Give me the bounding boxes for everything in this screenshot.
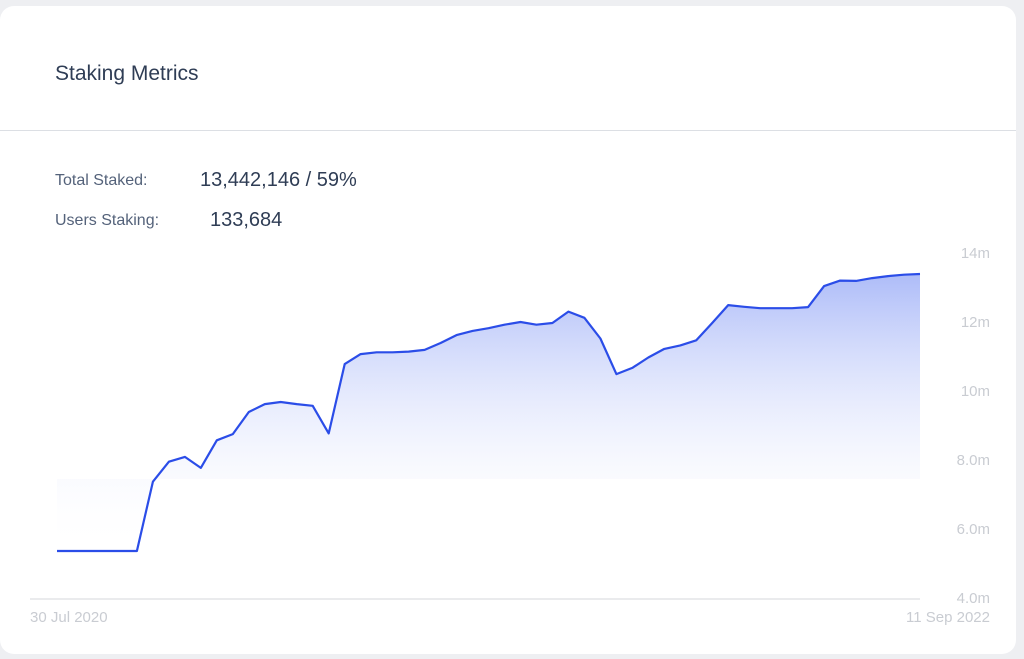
stat-label: Users Staking:	[55, 212, 160, 229]
y-tick-label: 12m	[961, 314, 990, 331]
x-tick-label: 30 Jul 2020	[30, 609, 108, 626]
y-tick-label: 8.0m	[957, 452, 990, 469]
line	[57, 272, 921, 553]
y-tick-label: 4.0m	[957, 590, 990, 607]
stat-value: 13,442,146 / 59%	[200, 169, 357, 191]
y-tick-label: 6.0m	[957, 521, 990, 538]
y-tick-label: 10m	[961, 383, 990, 400]
card-title: Staking Metrics	[55, 62, 199, 85]
stat-label: Total Staked:	[55, 172, 148, 189]
y-tick-label: 14m	[961, 245, 990, 262]
stat-value: 133,684	[210, 209, 283, 231]
area	[57, 274, 920, 551]
x-tick-label: 11 Sep 2022	[906, 609, 990, 626]
separator	[0, 130, 1016, 131]
